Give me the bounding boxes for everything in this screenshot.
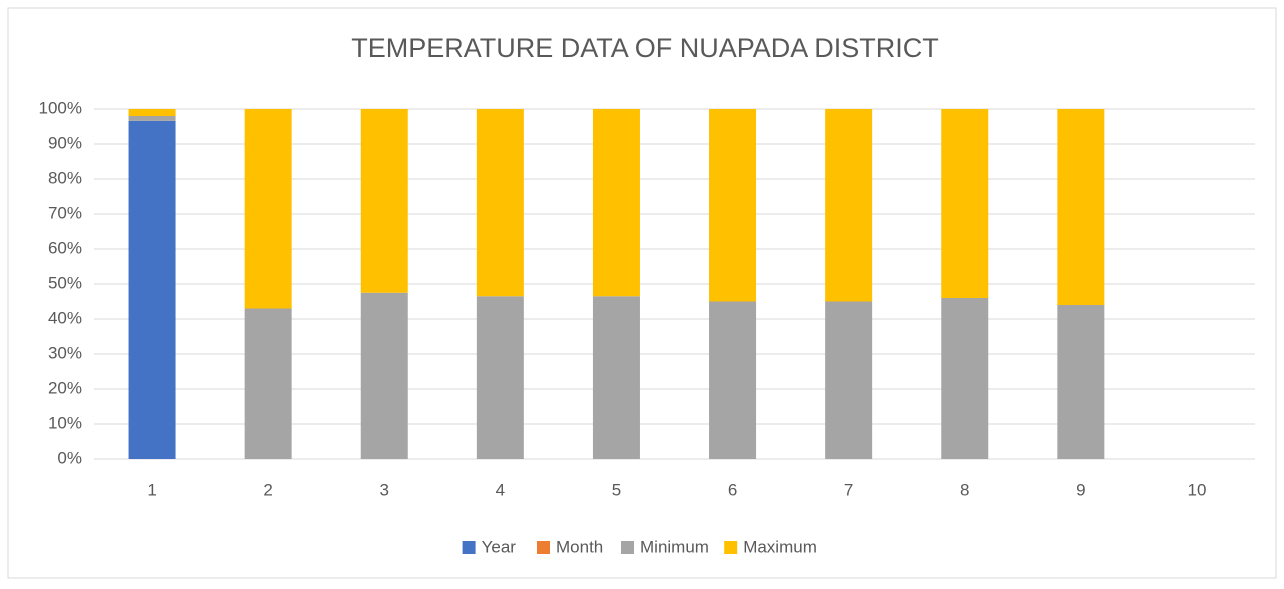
y-tick-label: 70% bbox=[48, 203, 82, 222]
y-tick-label: 90% bbox=[48, 133, 82, 152]
legend-swatch bbox=[462, 541, 476, 554]
x-tick-label: 4 bbox=[496, 480, 505, 499]
legend-swatch bbox=[621, 541, 634, 554]
bar-segment bbox=[128, 116, 176, 121]
legend-label: Minimum bbox=[640, 537, 709, 556]
bar-segment bbox=[128, 109, 176, 116]
bar-segment bbox=[592, 109, 640, 297]
y-tick-label: 80% bbox=[48, 168, 82, 187]
legend-swatch bbox=[724, 541, 738, 554]
y-tick-label: 30% bbox=[48, 343, 82, 362]
bar-segment bbox=[128, 120, 176, 460]
chart-title: TEMPERATURE DATA OF NUAPADA DISTRICT bbox=[351, 33, 939, 63]
x-tick-label: 7 bbox=[844, 480, 853, 499]
bar-segment bbox=[476, 296, 524, 459]
x-tick-label: 10 bbox=[1187, 480, 1206, 499]
bar-segment bbox=[592, 296, 640, 459]
bar-segment bbox=[1057, 109, 1105, 305]
bar-segment bbox=[941, 109, 989, 298]
bar-segment bbox=[1057, 305, 1105, 459]
bar-segment bbox=[360, 109, 408, 293]
bar-segment bbox=[360, 292, 408, 459]
y-tick-label: 100% bbox=[39, 98, 82, 117]
bar-segment bbox=[825, 109, 873, 302]
legend-label: Maximum bbox=[743, 537, 817, 556]
y-tick-label: 20% bbox=[48, 378, 82, 397]
x-tick-label: 5 bbox=[612, 480, 621, 499]
bar-segment bbox=[709, 301, 757, 459]
y-tick-label: 40% bbox=[48, 308, 82, 327]
legend-swatch bbox=[537, 541, 550, 554]
x-tick-label: 6 bbox=[728, 480, 737, 499]
x-tick-label: 1 bbox=[147, 480, 156, 499]
y-tick-label: 50% bbox=[48, 273, 82, 292]
bar-segment bbox=[941, 298, 989, 459]
legend-label: Year bbox=[482, 537, 517, 556]
y-tick-label: 0% bbox=[57, 448, 82, 467]
bar-segment bbox=[825, 301, 873, 459]
x-tick-label: 2 bbox=[263, 480, 272, 499]
x-tick-label: 9 bbox=[1076, 480, 1085, 499]
x-tick-label: 8 bbox=[960, 480, 969, 499]
y-tick-label: 10% bbox=[48, 413, 82, 432]
bar-segment bbox=[709, 109, 757, 302]
bar-segment bbox=[244, 308, 292, 459]
y-tick-label: 60% bbox=[48, 238, 82, 257]
bar-segment bbox=[244, 109, 292, 309]
legend-label: Month bbox=[556, 537, 603, 556]
x-tick-label: 3 bbox=[380, 480, 389, 499]
bar-segment bbox=[476, 109, 524, 297]
